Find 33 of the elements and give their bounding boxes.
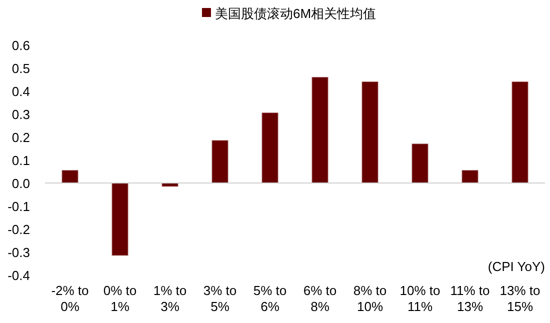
y-tick-label: -0.3 xyxy=(8,245,30,260)
y-tick-label: 0.5 xyxy=(12,61,30,76)
x-tick-label: 5% to 6% xyxy=(253,283,287,314)
y-tick-label: 0.2 xyxy=(12,130,30,145)
x-tick-label: 13% to 15% xyxy=(500,283,540,314)
bar xyxy=(62,170,78,184)
bar xyxy=(412,144,428,184)
bar xyxy=(512,82,528,184)
y-tick-label: -0.4 xyxy=(8,268,30,283)
bar xyxy=(162,182,178,187)
x-tick-label: 1% to 3% xyxy=(153,283,187,314)
y-tick-label: 0.4 xyxy=(12,84,30,99)
y-tick-label: 0.0 xyxy=(12,176,30,191)
bar xyxy=(262,112,278,184)
x-tick-label: -2% to 0% xyxy=(51,283,89,314)
y-tick-label: 0.6 xyxy=(12,38,30,53)
y-tick-label: -0.1 xyxy=(8,199,30,214)
legend: 美国股债滚动6M相关性均值 xyxy=(202,6,376,21)
x-tick-label: 11% to 13% xyxy=(450,283,490,314)
x-tick-label: 6% to 8% xyxy=(303,283,337,314)
y-tick-label: -0.2 xyxy=(8,222,30,237)
bar xyxy=(312,76,328,184)
x-tick-label: 3% to 5% xyxy=(203,283,237,314)
annotation: (CPI YoY) xyxy=(488,259,545,274)
x-tick-label: 8% to 10% xyxy=(353,283,387,314)
bar xyxy=(112,182,128,256)
bar xyxy=(212,140,228,184)
y-tick-label: 0.3 xyxy=(12,107,30,122)
x-tick-label: 0% to 1% xyxy=(103,283,137,314)
bar xyxy=(462,170,478,184)
y-tick-label: 0.1 xyxy=(12,153,30,168)
bar xyxy=(362,82,378,184)
x-tick-label: 10% to 11% xyxy=(400,283,440,314)
